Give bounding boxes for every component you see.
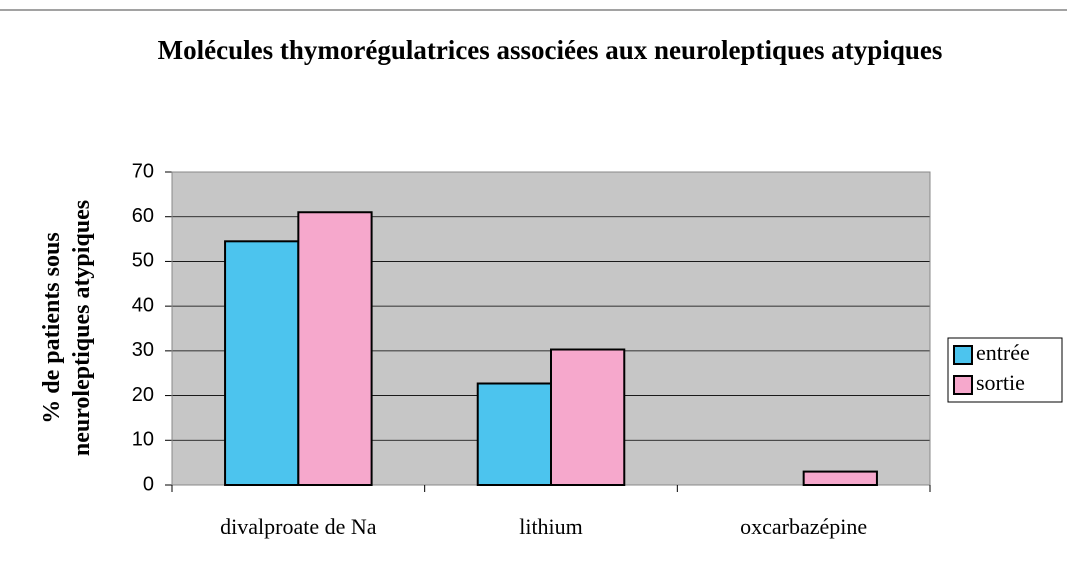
bar	[802, 470, 878, 487]
y-tick-label: 60	[132, 205, 154, 227]
legend-swatch	[953, 375, 973, 395]
x-tick-label: lithium	[519, 514, 583, 539]
legend-label: sortie	[976, 370, 1025, 395]
y-axis-label: % de patients sous neuroleptiques atypiq…	[39, 199, 95, 457]
legend-label: entrée	[976, 340, 1030, 365]
x-tick-label: oxcarbazépine	[740, 514, 867, 539]
bar	[550, 348, 626, 486]
y-tick-label: 30	[132, 339, 154, 361]
x-tick-label: divalproate de Na	[220, 514, 377, 539]
y-tick-label: 0	[143, 473, 154, 495]
bar	[476, 382, 552, 486]
y-tick-label: 40	[132, 294, 154, 316]
bar	[297, 211, 373, 486]
chart-title: Molécules thymorégulatrices associées au…	[157, 35, 943, 65]
bar	[224, 240, 300, 486]
y-tick-label: 70	[132, 160, 154, 182]
y-tick-label: 10	[132, 429, 154, 451]
y-tick-label: 20	[132, 384, 154, 406]
legend-swatch	[953, 345, 973, 365]
y-tick-label: 50	[132, 250, 154, 272]
